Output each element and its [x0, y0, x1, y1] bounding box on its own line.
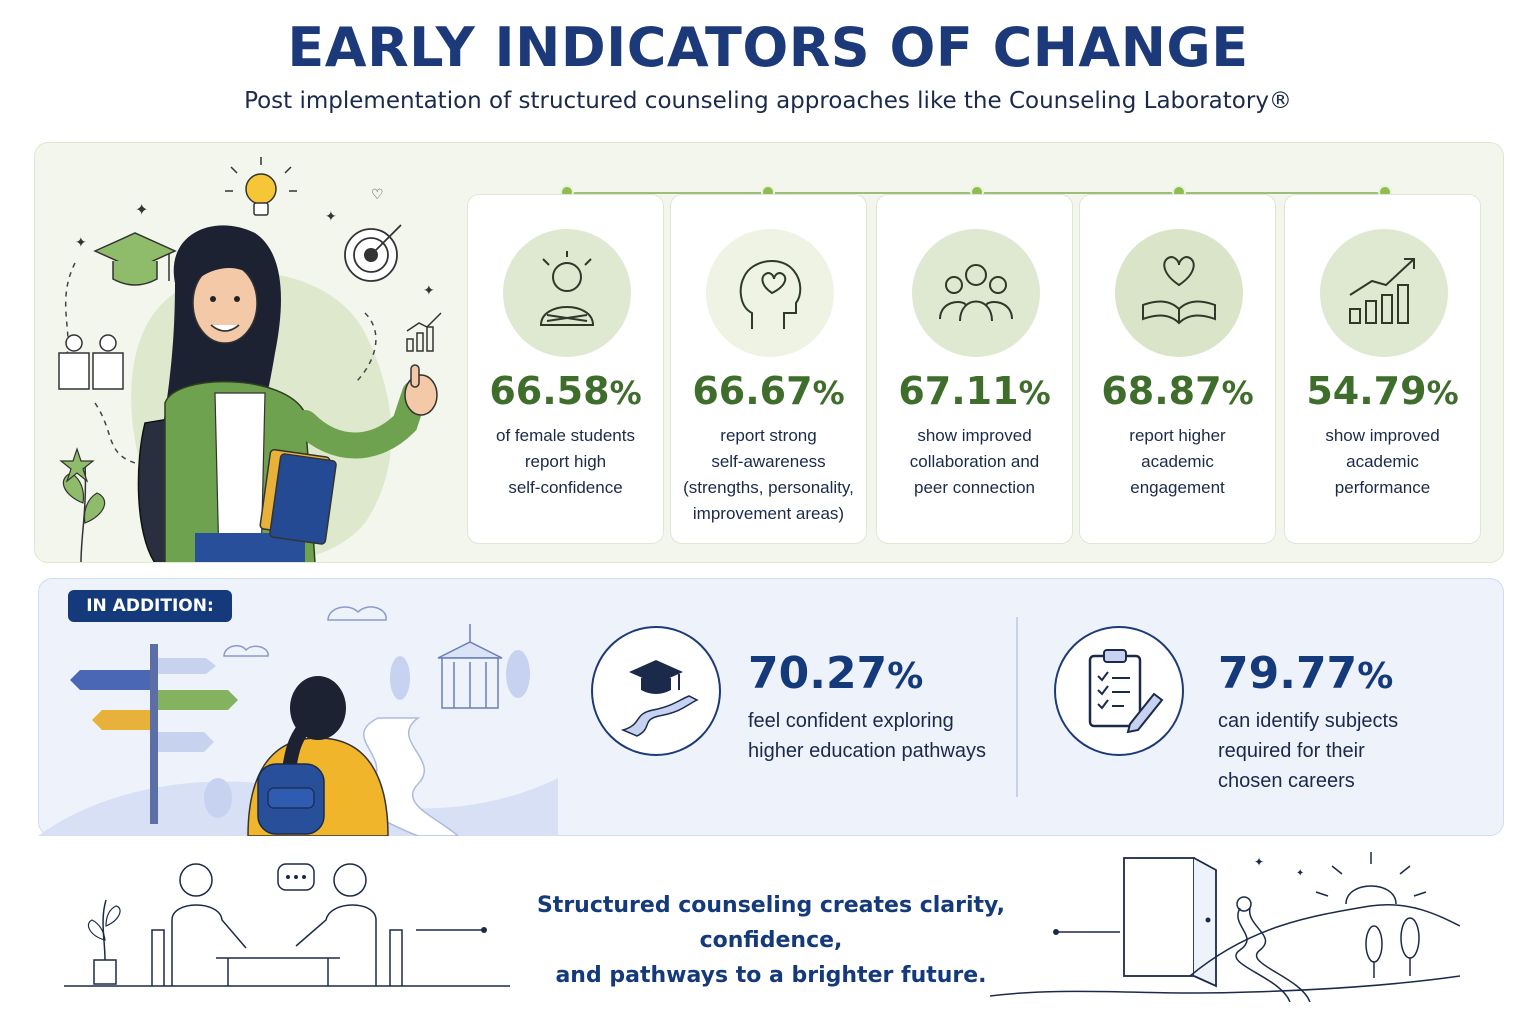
- indicator-value: 66.67%: [692, 369, 845, 413]
- indicator-card-self-awareness: 66.67% report strong self-awareness (str…: [670, 194, 867, 544]
- addition-value-career-subjects: 79.77%: [1218, 648, 1394, 699]
- graduation-path-icon: [591, 626, 721, 756]
- addition-badge: IN ADDITION:: [68, 590, 232, 622]
- indicator-card-engagement: 68.87% report higher academic engagement: [1079, 194, 1276, 544]
- indicator-value: 54.79%: [1306, 369, 1459, 413]
- indicator-value: 67.11%: [898, 369, 1051, 413]
- svg-text:✦: ✦: [75, 235, 87, 251]
- page-title: EARLY INDICATORS OF CHANGE: [287, 16, 1249, 79]
- closing-tagline: Structured counseling creates clarity, c…: [536, 893, 1006, 988]
- group-icon: [912, 229, 1040, 357]
- growth-chart-icon: [1320, 229, 1448, 357]
- addition-divider: [1016, 617, 1018, 797]
- head-heart-icon: [706, 229, 834, 357]
- indicator-description: show improved collaboration and peer con…: [909, 426, 1040, 497]
- crossroads-illustration: [38, 606, 558, 836]
- indicator-card-self-confidence: 66.58% of female students report high se…: [467, 194, 664, 544]
- clipboard-checklist-icon: [1054, 626, 1184, 756]
- student-illustration: ✦ ✦ ✦ ✦ ♡: [58, 157, 442, 562]
- confident-student-icon: [503, 229, 631, 357]
- indicator-value: 68.87%: [1101, 369, 1254, 413]
- indicator-description: report strong self-awareness (strengths,…: [683, 426, 854, 523]
- counseling-session-illustration: [64, 863, 510, 987]
- svg-text:✦: ✦: [135, 200, 148, 219]
- addition-description-higher-education: feel confident exploring higher educatio…: [748, 710, 986, 762]
- svg-text:✦: ✦: [1254, 855, 1264, 869]
- indicator-description: of female students report high self-conf…: [496, 426, 635, 497]
- addition-description-career-subjects: can identify subjects required for their…: [1218, 710, 1399, 792]
- svg-text:♡: ♡: [371, 187, 384, 203]
- book-heart-icon: [1115, 229, 1243, 357]
- indicator-description: show improved academic performance: [1325, 426, 1440, 497]
- indicator-card-collaboration: 67.11% show improved collaboration and p…: [876, 194, 1073, 544]
- addition-value-higher-education: 70.27%: [748, 648, 924, 699]
- indicator-card-performance: 54.79% show improved academic performanc…: [1284, 194, 1481, 544]
- open-door-path-illustration: ✦ ✦: [990, 852, 1460, 1002]
- indicator-description: report higher academic engagement: [1129, 426, 1226, 497]
- indicator-value: 66.58%: [489, 369, 642, 413]
- page-subtitle: Post implementation of structured counse…: [244, 88, 1292, 114]
- svg-text:✦: ✦: [1296, 868, 1304, 879]
- svg-text:✦: ✦: [325, 209, 337, 225]
- svg-text:✦: ✦: [423, 283, 435, 299]
